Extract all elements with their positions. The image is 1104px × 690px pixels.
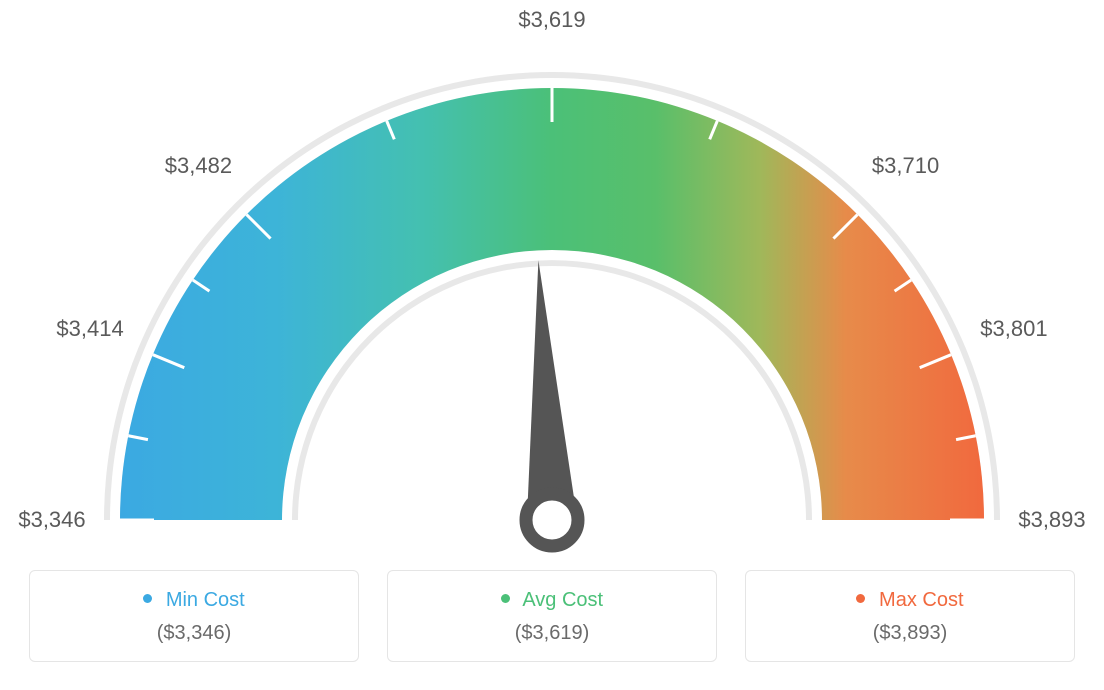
legend-card-max: Max Cost ($3,893) [745, 570, 1075, 662]
gauge-svg [20, 20, 1084, 560]
legend-card-avg: Avg Cost ($3,619) [387, 570, 717, 662]
legend-title-max: Max Cost [756, 589, 1064, 612]
gauge-tick-label: $3,801 [980, 316, 1047, 342]
gauge-tick-label: $3,482 [165, 153, 232, 179]
legend-title-text: Max Cost [879, 589, 963, 611]
legend-row: Min Cost ($3,346) Avg Cost ($3,619) Max … [20, 570, 1084, 662]
legend-card-min: Min Cost ($3,346) [29, 570, 359, 662]
dot-icon [501, 594, 510, 603]
cost-gauge: $3,346$3,414$3,482$3,619$3,710$3,801$3,8… [20, 20, 1084, 560]
legend-title-min: Min Cost [40, 589, 348, 612]
gauge-tick-label: $3,414 [56, 316, 123, 342]
legend-value-avg: ($3,619) [398, 622, 706, 645]
gauge-tick-label: $3,619 [518, 7, 585, 33]
legend-title-text: Avg Cost [522, 589, 603, 611]
legend-value-max: ($3,893) [756, 622, 1064, 645]
gauge-tick-label: $3,346 [18, 507, 85, 533]
dot-icon [143, 594, 152, 603]
legend-value-min: ($3,346) [40, 622, 348, 645]
legend-title-text: Min Cost [166, 589, 245, 611]
legend-title-avg: Avg Cost [398, 589, 706, 612]
dot-icon [856, 594, 865, 603]
gauge-tick-label: $3,893 [1018, 507, 1085, 533]
gauge-tick-label: $3,710 [872, 153, 939, 179]
